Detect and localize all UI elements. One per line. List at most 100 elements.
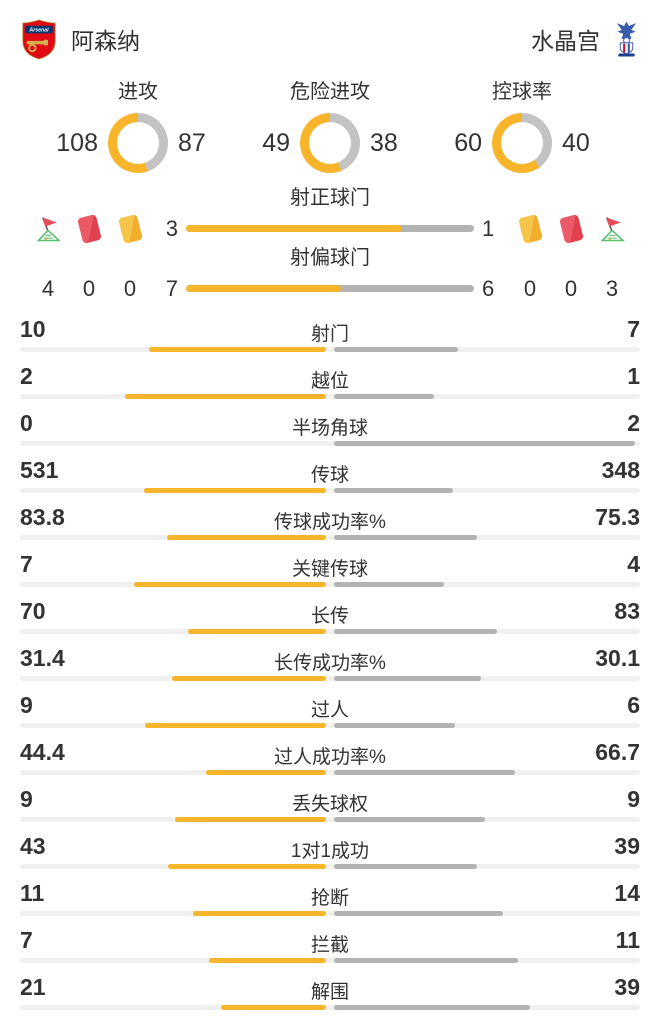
stat-home-value: 21 (20, 974, 46, 1000)
stat-away-bar (334, 958, 519, 963)
stat-row: 9 过人 6 (0, 688, 660, 735)
stat-track (20, 723, 640, 728)
stat-track (20, 629, 640, 634)
stat-track (20, 347, 640, 352)
stat-track (20, 582, 640, 587)
donut-home-value: 60 (454, 128, 482, 157)
yellow-card-icon (112, 213, 148, 244)
stat-track (20, 1005, 640, 1010)
stat-row: 531 传球 348 (0, 453, 660, 500)
stat-away-bar (334, 441, 636, 446)
stat-away-bar (334, 629, 498, 634)
stat-label: 解围 (310, 982, 349, 1003)
home-team-name: 阿森纳 (71, 28, 140, 54)
stat-home-value: 83.8 (20, 504, 65, 530)
stat-row: 21 解围 39 (0, 970, 660, 1017)
away-team-name: 水晶宫 (531, 28, 600, 54)
stat-away-value: 7 (627, 316, 640, 342)
stat-track (20, 394, 640, 399)
stat-track (20, 958, 640, 963)
stat-home-bar (167, 535, 326, 540)
stat-home-value: 10 (20, 316, 46, 342)
stat-home-value: 7 (20, 927, 33, 953)
stat-away-value: 83 (614, 598, 640, 624)
stat-away-value: 348 (601, 457, 640, 483)
away-team: 水晶宫 (531, 20, 640, 58)
stat-home-value: 44.4 (20, 739, 65, 765)
stat-home-value: 0 (20, 410, 33, 436)
stat-home-bar (125, 394, 326, 399)
stat-row: 9 丢失球权 9 (0, 782, 660, 829)
stat-home-bar (175, 817, 326, 822)
stat-away-value: 14 (614, 880, 640, 906)
stat-label: 长传成功率% (274, 653, 386, 674)
stat-home-bar (143, 488, 326, 493)
home-red-cards-count: 0 (82, 275, 96, 301)
donut-home-value: 49 (262, 128, 290, 157)
stat-away-bar (334, 676, 482, 681)
stat-home-bar (205, 770, 326, 775)
stat-home-value: 2 (20, 363, 33, 389)
stat-away-bar (334, 535, 477, 540)
donut-away-value: 40 (562, 128, 590, 157)
stat-away-bar (334, 394, 435, 399)
stat-track (20, 488, 640, 493)
shots-on-target-away: 1 (482, 215, 495, 241)
svg-text:Arsenal: Arsenal (28, 27, 49, 33)
stat-away-value: 75.3 (595, 504, 640, 530)
stat-track (20, 441, 640, 446)
stat-row: 70 长传 83 (0, 594, 660, 641)
home-discipline-counts: 4 0 0 (30, 276, 148, 302)
stat-away-value: 39 (614, 974, 640, 1000)
stat-label: 过人 (310, 700, 349, 721)
corner-flag-icon (30, 215, 66, 243)
home-yellow-cards-count: 0 (123, 275, 137, 301)
stat-label: 传球 (310, 465, 349, 486)
stat-track (20, 864, 640, 869)
donut-ring (108, 113, 168, 173)
donut-group: 控球率 60 40 (432, 75, 612, 173)
stat-track (20, 817, 640, 822)
stat-away-value: 11 (615, 927, 640, 953)
stat-away-value: 6 (627, 692, 640, 718)
stat-home-value: 7 (20, 551, 33, 577)
stat-home-bar (168, 864, 326, 869)
donut-ring (492, 113, 552, 173)
home-team: Arsenal 阿森纳 (20, 19, 140, 60)
stat-home-bar (145, 723, 326, 728)
donut-section: 进攻 108 87 危险进攻 49 38 控球率 60 40 (0, 67, 660, 183)
stat-row: 44.4 过人成功率% 66.7 (0, 735, 660, 782)
stat-track (20, 911, 640, 916)
donut-title: 危险进攻 (290, 81, 370, 103)
stat-label: 越位 (310, 371, 349, 392)
stat-home-bar (134, 582, 326, 587)
stat-row: 11 抢断 14 (0, 876, 660, 923)
stat-away-value: 9 (627, 786, 640, 812)
shots-on-target-bar (186, 225, 474, 232)
stat-label: 抢断 (310, 888, 349, 909)
away-discipline-counts: 0 0 3 (512, 276, 630, 302)
red-card-icon (553, 213, 589, 244)
stat-home-value: 43 (20, 833, 46, 859)
stat-row: 2 越位 1 (0, 359, 660, 406)
stat-home-bar (220, 1005, 326, 1010)
stat-home-bar (148, 347, 326, 352)
stat-away-value: 4 (627, 551, 640, 577)
stat-away-bar (334, 817, 485, 822)
donut-title: 控球率 (492, 81, 552, 103)
stat-row: 0 半场角球 2 (0, 406, 660, 453)
stat-away-value: 66.7 (595, 739, 640, 765)
stat-label: 半场角球 (291, 418, 368, 439)
stat-away-bar (334, 723, 455, 728)
stat-label: 关键传球 (291, 559, 368, 580)
stat-away-value: 2 (627, 410, 640, 436)
stat-home-value: 531 (20, 457, 59, 483)
donut-home-value: 108 (56, 128, 98, 157)
donut-group: 危险进攻 49 38 (240, 75, 420, 173)
shots-section: 射正球门 3 1 (0, 183, 660, 305)
away-corners-count: 3 (605, 275, 619, 301)
away-discipline-icons (512, 213, 630, 244)
stat-away-bar (334, 488, 454, 493)
stat-row: 7 拦截 11 (0, 923, 660, 970)
